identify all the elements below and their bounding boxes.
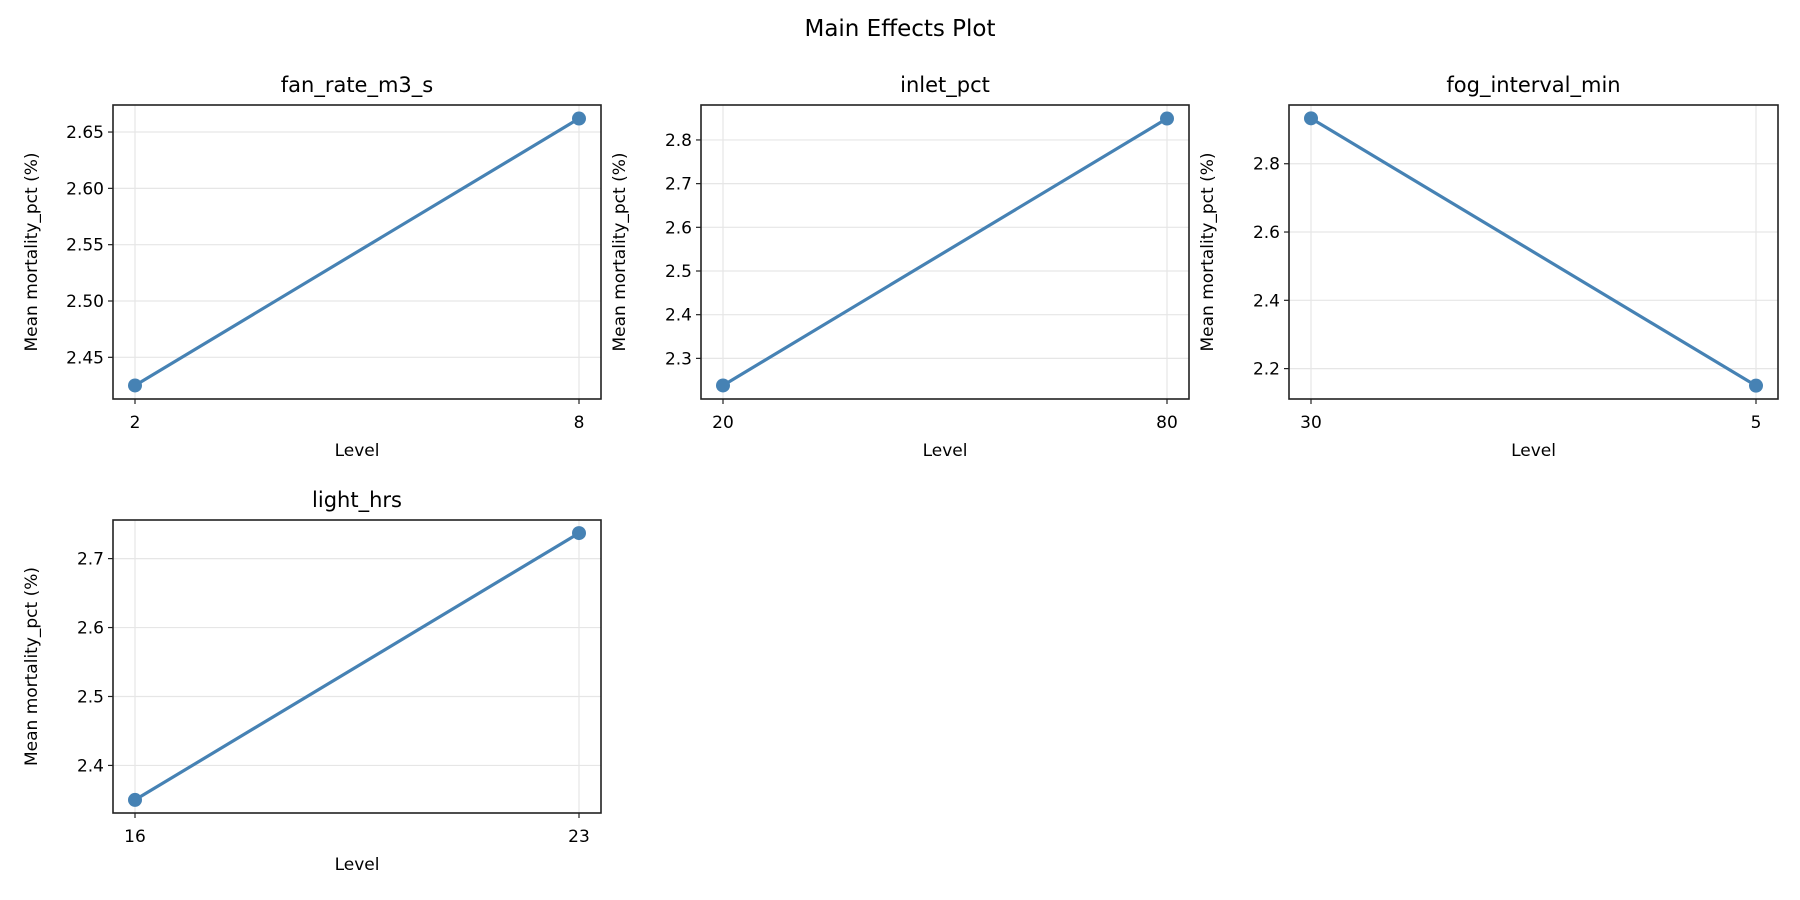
y-tick-label: 2.8	[665, 131, 692, 151]
y-tick-label: 2.60	[66, 179, 104, 199]
x-tick-label: 5	[1751, 413, 1762, 433]
x-axis-label: Level	[335, 855, 380, 875]
axes-frame	[112, 519, 602, 814]
effect-line	[133, 531, 581, 802]
data-point-marker	[572, 526, 586, 541]
x-axis-label: Level	[1511, 441, 1556, 461]
x-axis-label: Level	[923, 441, 968, 461]
x-tick-label: 8	[574, 413, 585, 433]
x-axis-label: Level	[335, 441, 380, 461]
y-tick-label: 2.4	[77, 756, 104, 776]
y-tick-label: 2.7	[665, 175, 692, 195]
y-tick-label: 2.6	[665, 218, 692, 238]
x-tick-label: 2	[130, 413, 141, 433]
y-tick-label: 2.50	[66, 292, 104, 312]
data-point-marker	[1749, 378, 1763, 393]
y-tick-label: 2.8	[1253, 155, 1280, 175]
subplot-light-hrs: 2.4 2.5 2.6 2.7 16 23 light_hrs Level Mean morta…	[22, 488, 602, 875]
subplot-fan-rate: 2.45 2.50 2.55 2.60 2.65 2 8 fan_rate_m3_s Level…	[22, 73, 602, 461]
data-point-marker	[128, 792, 142, 807]
y-axis-label: Mean mortality_pct (%)	[22, 152, 42, 351]
subplot-title: fan_rate_m3_s	[281, 73, 434, 98]
figure-title: Main Effects Plot	[804, 16, 995, 42]
y-tick-label: 2.7	[77, 550, 104, 570]
y-tick-label: 2.5	[77, 687, 104, 707]
data-point-marker	[128, 378, 142, 393]
axes-frame	[700, 104, 1190, 400]
y-tick-label: 2.4	[1253, 291, 1280, 311]
y-tick-label: 2.6	[1253, 223, 1280, 243]
x-tick-label: 80	[1156, 413, 1178, 433]
data-point-marker	[716, 378, 730, 393]
subplot-inlet-pct: 2.3 2.4 2.5 2.6 2.7 2.8 20 80 inlet_pct Level Mean…	[610, 73, 1190, 461]
y-tick-label: 2.65	[66, 123, 104, 143]
axes-frame	[112, 104, 602, 400]
x-tick-label: 20	[712, 413, 734, 433]
subplot-title: inlet_pct	[900, 73, 990, 98]
x-tick-label: 23	[568, 827, 590, 847]
y-axis-label: Mean mortality_pct (%)	[22, 567, 42, 766]
y-axis-label: Mean mortality_pct (%)	[610, 152, 630, 351]
x-tick-label: 30	[1300, 413, 1322, 433]
y-tick-label: 2.6	[77, 619, 104, 639]
effect-line	[721, 116, 1169, 388]
effect-line	[1309, 116, 1758, 388]
data-point-marker	[1160, 111, 1174, 126]
subplot-title: light_hrs	[312, 488, 402, 513]
y-tick-label: 2.3	[665, 349, 692, 369]
y-tick-label: 2.4	[665, 306, 692, 326]
data-point-marker	[1304, 111, 1318, 126]
y-tick-label: 2.2	[1253, 360, 1280, 380]
y-axis-label: Mean mortality_pct (%)	[1198, 152, 1218, 351]
subplot-fog-interval: 2.2 2.4 2.6 2.8 30 5 fog_interval_min Level Mean…	[1198, 73, 1779, 461]
x-tick-label: 16	[124, 827, 146, 847]
y-tick-label: 2.5	[665, 262, 692, 282]
effect-line	[133, 116, 581, 388]
subplot-title: fog_interval_min	[1446, 73, 1620, 98]
y-tick-label: 2.45	[66, 348, 104, 368]
data-point-marker	[572, 111, 586, 126]
axes-frame	[1288, 104, 1779, 400]
y-tick-label: 2.55	[66, 236, 104, 256]
